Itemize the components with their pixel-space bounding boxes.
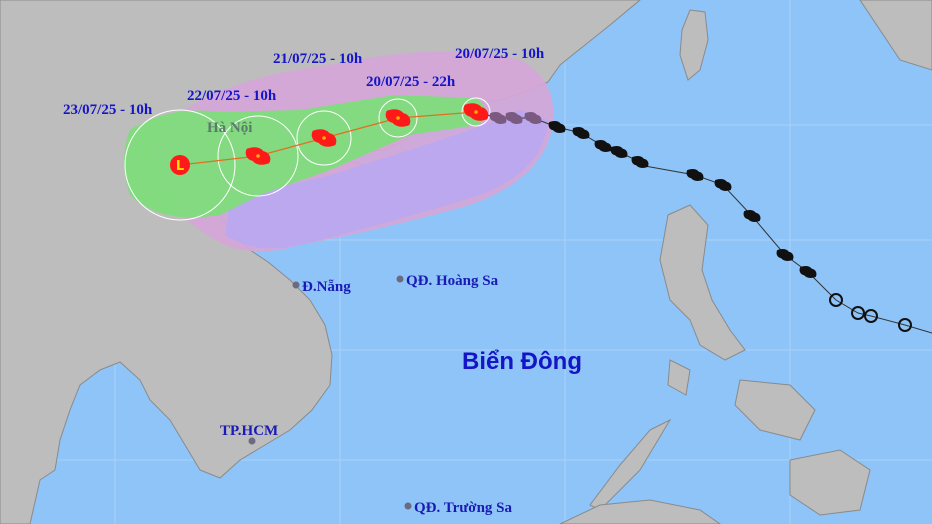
typhoon-icon: [631, 155, 649, 169]
city-dot-icon: [292, 281, 300, 289]
palawan: [589, 418, 672, 511]
strong-wind-zone: [124, 95, 487, 218]
forecast-zones: [124, 51, 554, 252]
low-pressure-icon: [170, 155, 190, 175]
wind-radius-circle: [461, 97, 491, 127]
typhoon-icon: [686, 168, 704, 182]
forecast-label: 22/07/25 - 10h: [187, 88, 277, 104]
typhoon-icon: [572, 126, 590, 140]
place-hanoi: Hà Nội: [207, 120, 252, 136]
forecast-label: 21/07/25 - 10h: [273, 51, 363, 67]
borneo: [559, 499, 721, 524]
wind-radius-circle: [378, 98, 418, 138]
places: Hà Nội Đ.Nẵng QĐ. Hoàng Sa TP.HCM QĐ. Tr…: [207, 120, 513, 516]
mindanao: [789, 449, 871, 516]
typhoon-icon: [524, 111, 542, 125]
sea-label: Biển Đông: [462, 348, 582, 375]
typhoon-icon: [610, 145, 628, 159]
place-hcm: TP.HCM: [220, 423, 278, 439]
typhoon-icon: [489, 111, 507, 125]
typhoon-icon: [743, 209, 761, 223]
forecast-labels: 20/07/25 - 10h 20/07/25 - 22h 21/07/25 -…: [63, 46, 545, 118]
weak-storm-circle-icon: [864, 309, 878, 323]
low-pressure-marker: L: [170, 155, 190, 175]
typhoon-icon: [245, 147, 271, 165]
typhoon-icon: [594, 139, 612, 153]
typhoon-icon: [799, 265, 817, 279]
northeast-coast: [859, 0, 932, 71]
typhoon-icon: [776, 248, 794, 262]
typhoon-icon: [311, 129, 337, 147]
mindoro: [667, 359, 691, 396]
city-dot-icon: [248, 437, 256, 445]
forecast-label: 20/07/25 - 10h: [455, 46, 545, 62]
city-dot-icon: [396, 275, 404, 283]
wind-radius-circle: [296, 110, 352, 166]
taiwan: [679, 9, 709, 81]
place-danang: Đ.Nẵng: [302, 279, 351, 295]
city-dot-icon: [404, 502, 412, 510]
typhoon-icon: [714, 178, 732, 192]
weak-storm-circle-icon: [898, 318, 912, 332]
wind-radius-circle: [217, 115, 299, 197]
forecast-storm-markers: [245, 103, 489, 165]
wind-radius-circle: [124, 109, 236, 221]
typhoon-icon: [385, 109, 411, 127]
weak-storm-circle-icon: [829, 293, 843, 307]
visayas: [734, 379, 816, 441]
uncertainty-cone: [225, 110, 548, 249]
place-truong-sa: QĐ. Trường Sa: [414, 500, 513, 516]
past-track-markers: [489, 111, 912, 332]
typhoon-icon: [463, 103, 489, 121]
typhoon-icon: [505, 111, 523, 125]
forecast-label: 23/07/25 - 10h: [63, 102, 153, 118]
weak-storm-circle-icon: [851, 306, 865, 320]
luzon: [659, 204, 746, 361]
low-pressure-symbol: L: [176, 159, 184, 174]
place-hoang-sa: QĐ. Hoàng Sa: [406, 273, 499, 289]
forecast-label: 20/07/25 - 22h: [366, 74, 456, 90]
typhoon-icon: [548, 120, 566, 134]
